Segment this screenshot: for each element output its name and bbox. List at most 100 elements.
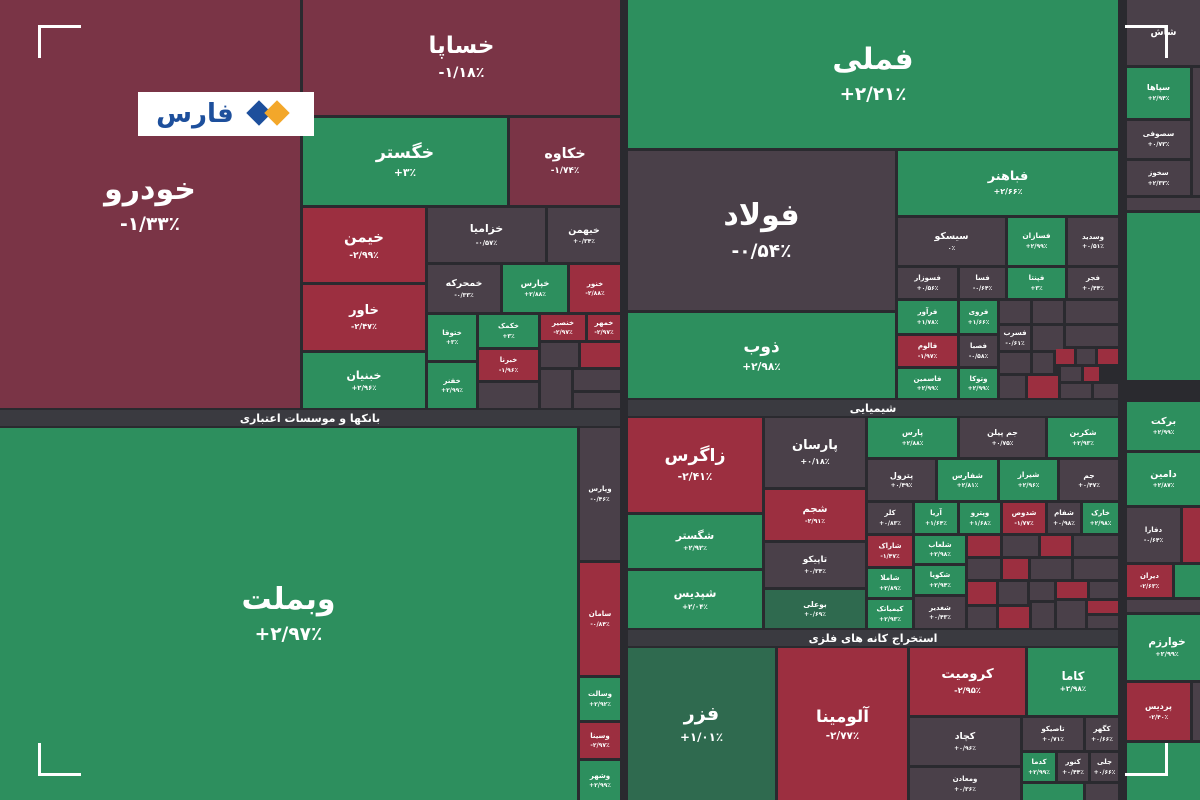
tile: بوعلی +۰/۶۹٪ bbox=[765, 590, 865, 628]
tile: فملی +۲/۲۱٪ bbox=[628, 0, 1118, 148]
tile-label: شدوص bbox=[1011, 509, 1037, 518]
tile-change: -۱/۱۸٪ bbox=[438, 65, 485, 82]
tile-change: +۲/۹۲٪ bbox=[683, 544, 707, 553]
tile: پردیس -۲/۴۰٪ bbox=[1127, 683, 1190, 740]
tile-label: آریا bbox=[930, 509, 942, 518]
tile bbox=[541, 343, 578, 367]
tile-label: خپارس bbox=[520, 277, 550, 288]
tile-change: +۲/۹۹٪ bbox=[967, 385, 990, 393]
section-title: شیمیایی bbox=[628, 400, 1118, 416]
tile-change: +۰/۹۶٪ bbox=[954, 744, 976, 752]
tile-change: +۲/۸۷٪ bbox=[1152, 482, 1175, 490]
tile bbox=[1061, 384, 1091, 398]
tile: دامین +۲/۸۷٪ bbox=[1127, 453, 1200, 505]
tile: فسرب -۰/۶۱٪ bbox=[1000, 326, 1030, 350]
tile-change: +۲/۹۹٪ bbox=[589, 782, 611, 790]
tile: شدوص -۱/۷۷٪ bbox=[1003, 503, 1045, 533]
tile: فاسمین +۲/۹۹٪ bbox=[898, 369, 957, 398]
tile-change: -۲/۹۷٪ bbox=[594, 329, 614, 337]
tile-change: +۱/۶۶٪ bbox=[967, 318, 990, 326]
tile bbox=[574, 393, 620, 408]
tile-change: -۰/۵۷٪ bbox=[475, 238, 498, 247]
tile bbox=[1127, 198, 1200, 210]
tile: فسازان +۲/۹۹٪ bbox=[1008, 218, 1065, 265]
tile-change: +۰/۷۵٪ bbox=[991, 439, 1014, 447]
tile bbox=[1057, 582, 1087, 598]
tile: تاپیکو +۰/۳۴٪ bbox=[765, 543, 865, 587]
tile: فباهنر +۲/۶۶٪ bbox=[898, 151, 1118, 215]
tile bbox=[1003, 536, 1038, 556]
tile: دیران -۲/۶۳٪ bbox=[1127, 565, 1172, 597]
tile: کیمیاتک +۲/۹۳٪ bbox=[868, 600, 912, 628]
tile bbox=[1061, 367, 1081, 381]
tile: فصبا -۰/۵۸٪ bbox=[960, 336, 997, 366]
tile-label: کلر bbox=[884, 509, 896, 518]
tile bbox=[999, 607, 1029, 628]
tile: شفارس +۲/۸۱٪ bbox=[938, 460, 997, 500]
tile: پارسان +۰/۱۸٪ bbox=[765, 418, 865, 487]
tile-label: وسینا bbox=[590, 731, 610, 740]
tile: وبملت +۲/۹۷٪ bbox=[0, 428, 577, 800]
tile-change: -۰/۳۳٪ bbox=[454, 291, 474, 299]
tile: زاگرس -۲/۴۱٪ bbox=[628, 418, 762, 512]
tile: فسوزار +۰/۵۶٪ bbox=[898, 268, 957, 298]
tile bbox=[1033, 353, 1053, 373]
tile-change: +۰/۳۴٪ bbox=[573, 238, 595, 246]
tile bbox=[1030, 582, 1054, 600]
tile-label: کچاد bbox=[954, 731, 976, 743]
tile-change: +۳٪ bbox=[393, 166, 417, 180]
tile-change: -۰/۶۱٪ bbox=[1005, 339, 1025, 347]
tile bbox=[1032, 603, 1054, 628]
tile: خاور -۲/۴۷٪ bbox=[303, 285, 425, 350]
tile-label: شگستر bbox=[675, 530, 715, 543]
tile-change: +۰/۳۴٪ bbox=[804, 567, 826, 575]
tile: کدما +۲/۹۹٪ bbox=[1023, 753, 1055, 781]
tile-label: خودرو bbox=[104, 171, 196, 207]
tile-label: خساپا bbox=[428, 32, 495, 59]
tile bbox=[1088, 601, 1118, 613]
tile: جم +۰/۴۷٪ bbox=[1060, 460, 1118, 500]
tile-change: +۰/۶۹٪ bbox=[804, 611, 826, 618]
tile bbox=[1084, 367, 1099, 381]
tile-change: -۲/۷۷٪ bbox=[825, 729, 860, 742]
tile: وشهر +۲/۹۹٪ bbox=[580, 761, 620, 800]
tile-change: +۲/۸۸٪ bbox=[901, 439, 924, 447]
tile-label: ومعادن bbox=[952, 775, 978, 784]
tile bbox=[1193, 68, 1200, 195]
tile-change: +۲/۹۹٪ bbox=[916, 385, 939, 393]
tile-label: پترول bbox=[889, 470, 914, 480]
tile: شلعاب +۲/۹۸٪ bbox=[915, 536, 965, 563]
tile: خیمن -۲/۹۹٪ bbox=[303, 208, 425, 282]
tile-label: خگستر bbox=[375, 142, 435, 163]
tile bbox=[1023, 784, 1083, 800]
corner bbox=[1125, 25, 1168, 58]
tile-change: +۰/۷۳٪ bbox=[1147, 141, 1170, 149]
tile-label: وبملت bbox=[241, 581, 336, 617]
corner bbox=[38, 743, 81, 776]
tile-label: فاسمین bbox=[913, 374, 942, 383]
tile-label: شغدیر bbox=[929, 603, 951, 612]
tile-label: فسوزار bbox=[914, 274, 941, 283]
tile bbox=[1175, 565, 1200, 597]
tile-label: فروی bbox=[968, 308, 989, 317]
tile-label: فسا bbox=[975, 274, 990, 283]
tile-label: سامان bbox=[588, 610, 612, 619]
tile-label: شلعاب bbox=[928, 540, 952, 549]
tile: فروی +۱/۶۶٪ bbox=[960, 301, 997, 333]
logo: فارس bbox=[138, 92, 314, 136]
tile bbox=[968, 582, 996, 604]
tile-change: +۲/۹۸٪ bbox=[929, 551, 951, 559]
tile-change: +۰/۴۴٪ bbox=[1062, 768, 1084, 776]
tile-label: سپاها bbox=[1146, 82, 1171, 93]
tile-label: وسدید bbox=[1082, 232, 1104, 241]
tile-label: برکت bbox=[1150, 415, 1177, 427]
tile-label: سیسکو bbox=[934, 231, 969, 243]
tile-label: کرومیت bbox=[941, 667, 994, 683]
tile-label: فسازان bbox=[1022, 231, 1051, 241]
tile-label: تاصیکو bbox=[1041, 725, 1065, 734]
tile bbox=[968, 607, 996, 628]
tile-label: خارک bbox=[1091, 509, 1110, 518]
tile: کچاد +۰/۹۶٪ bbox=[910, 718, 1020, 765]
tile-label: شاملا bbox=[880, 574, 900, 583]
tile: شاراک -۱/۴۷٪ bbox=[868, 536, 912, 566]
